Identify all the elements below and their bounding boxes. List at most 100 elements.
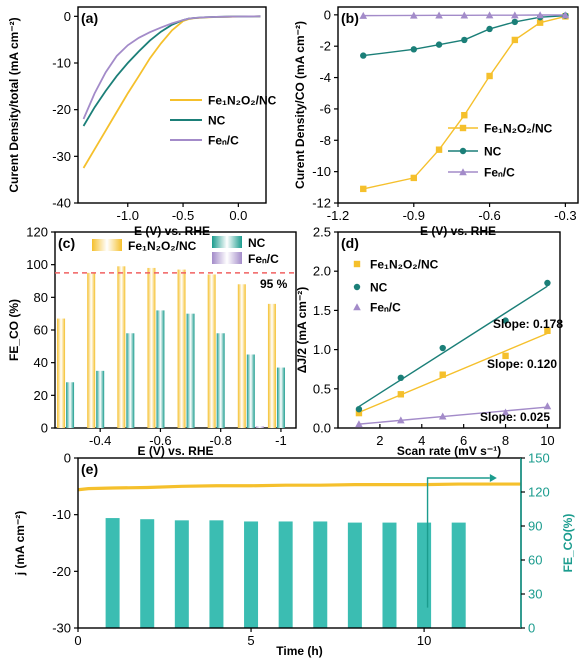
panel-c-bar bbox=[96, 370, 105, 428]
panel-c-bar bbox=[186, 313, 195, 428]
panel-b-point bbox=[360, 185, 367, 193]
panel-c-legend-swatch bbox=[212, 236, 242, 248]
panel-b-point bbox=[435, 11, 443, 19]
panel-d-legend-label: Feₙ/C bbox=[370, 301, 401, 315]
panel-b-frame bbox=[337, 6, 579, 204]
panel-d-point bbox=[544, 327, 551, 334]
panel-c-ytick: 60 bbox=[34, 323, 48, 338]
panel-c-legend-swatch bbox=[92, 239, 122, 251]
panel-d-ytick: 1.0 bbox=[313, 342, 331, 357]
panel-b-ytick: -2 bbox=[319, 39, 331, 54]
panel-a-legend-label: Fe₁N₂O₂/NC bbox=[208, 94, 277, 108]
panel-e-fe-bar bbox=[347, 522, 362, 628]
panel-e-right-ytick: 0 bbox=[528, 621, 535, 636]
panel-e-fe-bar bbox=[451, 522, 466, 628]
panel-d-label: (d) bbox=[341, 235, 359, 251]
panel-b-xtick: -0.3 bbox=[554, 208, 576, 223]
panel-b-point bbox=[410, 174, 417, 182]
panel-c-bar bbox=[87, 272, 96, 428]
panel-b-point bbox=[511, 36, 519, 44]
panel-a-ytick: -20 bbox=[52, 102, 71, 117]
panel-e-xtick: 5 bbox=[247, 633, 254, 648]
panel-d-point bbox=[438, 412, 447, 420]
panel-d-legend-label: Fe₁N₂O₂/NC bbox=[370, 258, 439, 272]
panel-b-point bbox=[561, 11, 570, 19]
panel-a-xlabel: E (V) vs. RHE bbox=[134, 224, 210, 238]
panel-a-xtick: -1.0 bbox=[117, 208, 139, 223]
panel-c-reference-label: 95 % bbox=[260, 277, 288, 291]
panel-d-frame bbox=[337, 231, 561, 429]
panel-b-point bbox=[486, 72, 493, 80]
panel-d-point bbox=[543, 402, 552, 410]
panel-c-bar bbox=[177, 269, 186, 428]
panel-a-ylabel: Curent Density/total (mA cm⁻²) bbox=[7, 17, 21, 192]
panel-b-legend-label: Feₙ/C bbox=[484, 166, 515, 180]
panel-e-xlabel: Time (h) bbox=[276, 644, 322, 658]
panel-b-point bbox=[536, 11, 544, 19]
panel-d-ylabel: ΔJ/2 (mA cm⁻²) bbox=[295, 287, 309, 374]
panel-b-point bbox=[486, 25, 493, 33]
panel-b-legend-label: NC bbox=[484, 145, 502, 159]
panel-a-series-line-2 bbox=[82, 15, 261, 120]
panel-b-ytick: -10 bbox=[312, 164, 331, 179]
panel-b-ylabel: Curent Density/CO (mA cm⁻²) bbox=[293, 21, 307, 189]
panel-b-point bbox=[360, 52, 367, 59]
panel-b-point bbox=[409, 11, 418, 19]
panel-d-point bbox=[544, 279, 551, 287]
panel-b-ytick: -8 bbox=[319, 133, 331, 148]
panel-d-xtick: 6 bbox=[460, 433, 467, 448]
panel-c-legend-label: NC bbox=[248, 236, 266, 250]
panel-c-ytick: 100 bbox=[26, 257, 48, 272]
panel-c-xtick: -0.6 bbox=[149, 433, 171, 448]
panel-c-ytick: 80 bbox=[34, 290, 48, 305]
panel-b-ytick: -12 bbox=[312, 196, 331, 211]
panel-b-point bbox=[410, 46, 417, 53]
panel-d-fit-line bbox=[358, 406, 548, 425]
panel-c-bar bbox=[207, 274, 216, 428]
panel-c-legend-label: Feₙ/C bbox=[248, 252, 279, 266]
panel-c-bar bbox=[237, 284, 246, 428]
panel-b-point bbox=[359, 11, 368, 19]
panel-c-ytick: 40 bbox=[34, 355, 48, 370]
panel-e-fe-bar bbox=[174, 520, 189, 628]
panel-e-right-ytick: 150 bbox=[528, 451, 550, 466]
panel-d-point bbox=[397, 391, 405, 398]
panel-b-label: (b) bbox=[341, 10, 359, 26]
panel-d-ytick: 0.5 bbox=[313, 381, 331, 396]
panel-c-bar bbox=[117, 266, 126, 428]
panel-d-xtick: 8 bbox=[502, 433, 509, 448]
panel-a-ytick: -10 bbox=[52, 56, 71, 71]
panel-d-point bbox=[501, 408, 510, 416]
panel-e-ytick: -20 bbox=[52, 564, 71, 579]
panel-b-point bbox=[461, 111, 468, 119]
panel-d-xlabel: Scan rate (mV s⁻¹) bbox=[397, 444, 501, 458]
panel-c-xtick: -1 bbox=[275, 433, 287, 448]
panel-a-xtick: -0.5 bbox=[172, 208, 194, 223]
panel-e-fe-bar bbox=[209, 520, 224, 628]
panel-b-xtick: -1.2 bbox=[327, 208, 349, 223]
panel-a-xtick: 0.0 bbox=[229, 208, 247, 223]
panel-b-xtick: -0.6 bbox=[478, 208, 500, 223]
panel-d-ytick: 1.5 bbox=[313, 303, 331, 318]
panel-e-fe-bar bbox=[417, 522, 432, 628]
panel-e-arrow-line bbox=[426, 477, 490, 608]
panel-b-xlabel: E (V) vs. RHE bbox=[420, 224, 496, 238]
panel-e-label: (e) bbox=[81, 461, 98, 477]
panel-e-fe-bar bbox=[105, 518, 120, 628]
panel-b-ytick: -6 bbox=[319, 101, 331, 116]
panel-b-point bbox=[460, 11, 469, 19]
panel-d-xtick: 2 bbox=[376, 433, 383, 448]
panel-c-legend-label: Fe₁N₂O₂/NC bbox=[128, 239, 197, 253]
panel-c-bar bbox=[255, 426, 264, 428]
panel-e-ylabel: j (mA cm⁻²) bbox=[13, 511, 27, 577]
panel-b-series-line-0 bbox=[363, 15, 566, 190]
panel-a-legend-label: NC bbox=[208, 114, 226, 128]
panel-d-legend-marker bbox=[353, 303, 361, 311]
panel-d-fit-line bbox=[358, 332, 548, 414]
panel-c-bar bbox=[126, 333, 135, 428]
panel-c-bar bbox=[66, 382, 75, 428]
panel-c-bar bbox=[276, 367, 285, 428]
panel-a-ytick: -30 bbox=[52, 149, 71, 164]
panel-e-right-ytick: 90 bbox=[528, 519, 542, 534]
